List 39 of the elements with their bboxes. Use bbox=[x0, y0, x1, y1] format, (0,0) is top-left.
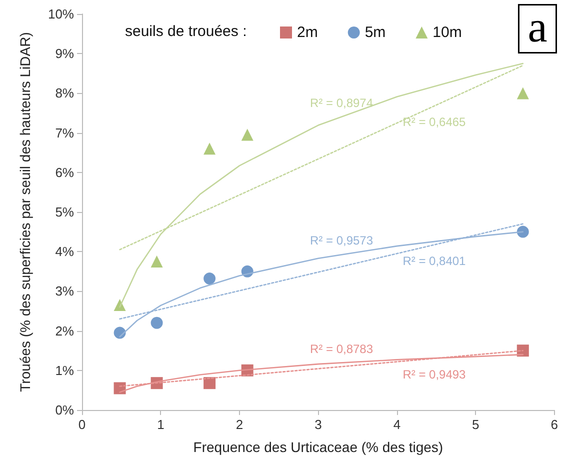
x-tick-label: 1 bbox=[157, 417, 164, 432]
point bbox=[204, 142, 216, 155]
y-tick-label: 3% bbox=[55, 284, 74, 299]
series-label: R² = 0,8974 bbox=[310, 96, 374, 110]
x-tick-label: 4 bbox=[393, 417, 401, 432]
point bbox=[204, 377, 216, 390]
y-tick-label: 5% bbox=[55, 204, 74, 220]
point bbox=[150, 316, 163, 329]
point bbox=[516, 226, 529, 238]
y-tick-label: 0% bbox=[55, 402, 74, 418]
point bbox=[150, 256, 163, 268]
x-axis-title: Frequence des Urticaceae (% des tiges) bbox=[193, 439, 444, 455]
point bbox=[516, 87, 529, 100]
y-tick-label: 2% bbox=[55, 323, 74, 338]
y-tick-label: 1% bbox=[55, 362, 74, 378]
series-label: R² = 0,8401 bbox=[402, 254, 466, 268]
series-label: R² = 0,9493 bbox=[402, 367, 466, 382]
x-tick-label: 6 bbox=[550, 417, 558, 432]
x-tick-label: 3 bbox=[314, 417, 322, 432]
series-label: R² = 0,8783 bbox=[310, 342, 374, 356]
y-tick-label: 6% bbox=[55, 164, 74, 180]
legend-title: seuils de trouées : bbox=[125, 23, 247, 40]
series-label: R² = 0,9573 bbox=[310, 234, 374, 248]
y-tick-label: 10% bbox=[48, 6, 74, 22]
y-tick-label: 9% bbox=[55, 46, 74, 62]
y-tick-label: 8% bbox=[55, 86, 74, 101]
y-axis-title: Trouées (% des superficies par seuil des hauteurs LiDAR) bbox=[17, 32, 33, 392]
point bbox=[241, 128, 254, 141]
x-tick-label: 5 bbox=[472, 417, 480, 432]
annotation: a bbox=[528, 2, 548, 52]
x-tick-label: 2 bbox=[236, 417, 244, 432]
y-tick-label: 4% bbox=[55, 244, 74, 260]
legend-label: 10m bbox=[432, 24, 462, 41]
point bbox=[114, 299, 126, 312]
legend-label: 2m bbox=[297, 24, 318, 41]
legend-label: 5m bbox=[364, 24, 386, 41]
point bbox=[204, 272, 216, 285]
x-tick-label: 0 bbox=[78, 417, 86, 432]
y-tick-label: 7% bbox=[55, 125, 74, 140]
